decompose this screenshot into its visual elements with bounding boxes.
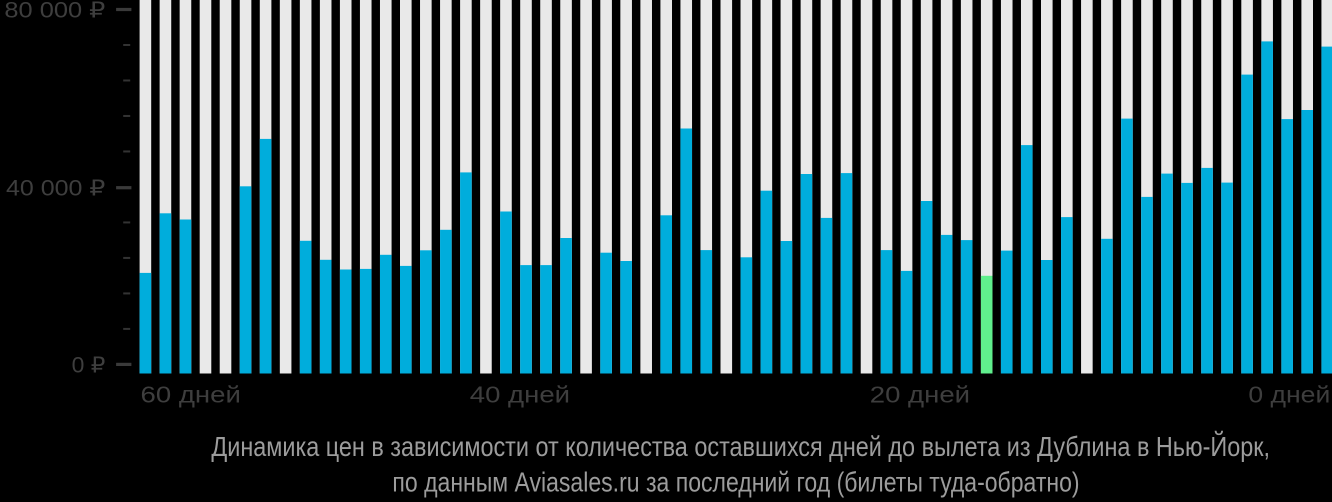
svg-text:20 дней: 20 дней [870, 382, 970, 408]
svg-text:80 000 ₽: 80 000 ₽ [4, 0, 105, 23]
svg-text:40 000 ₽: 40 000 ₽ [6, 176, 105, 201]
svg-text:60 дней: 60 дней [141, 382, 241, 408]
svg-text:40 дней: 40 дней [470, 382, 570, 408]
svg-text:Динамика цен в зависимости от: Динамика цен в зависимости от количества… [211, 431, 1270, 462]
svg-text:по данным Aviasales.ru за посл: по данным Aviasales.ru за последний год … [392, 467, 1079, 498]
svg-text:0 дней: 0 дней [1248, 382, 1330, 408]
svg-text:0 ₽: 0 ₽ [72, 352, 106, 377]
